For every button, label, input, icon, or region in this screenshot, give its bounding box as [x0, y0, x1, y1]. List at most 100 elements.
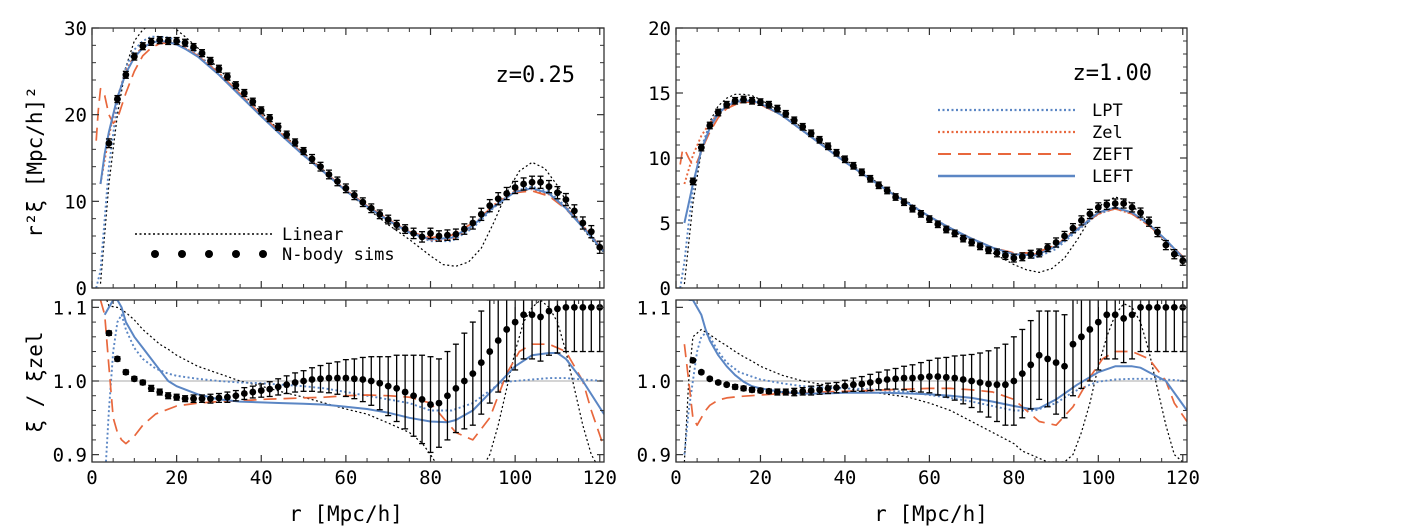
data-point — [799, 123, 807, 131]
data-point — [232, 392, 240, 400]
data-point — [1128, 204, 1136, 211]
data-point — [274, 383, 282, 391]
data-point — [545, 307, 553, 315]
data-point — [181, 39, 189, 47]
data-point — [1069, 340, 1077, 348]
data-point — [511, 184, 519, 191]
data-point — [934, 220, 942, 228]
data-point — [554, 305, 561, 313]
data-point — [401, 225, 409, 233]
data-point — [697, 368, 705, 376]
series-left-bottom-left — [103, 300, 604, 424]
data-point — [1120, 200, 1128, 207]
data-point — [215, 65, 223, 73]
data-point — [773, 388, 781, 396]
data-point — [858, 168, 866, 176]
data-point — [444, 231, 451, 239]
data-point — [308, 376, 316, 383]
series-linear-top-right — [683, 93, 1187, 285]
x-tick-label: 100 — [498, 467, 532, 489]
data-point — [773, 105, 781, 112]
data-point — [350, 191, 358, 199]
x-tick-label: 40 — [833, 467, 856, 489]
data-point — [511, 318, 519, 326]
data-point — [342, 184, 350, 192]
data-point — [909, 205, 916, 213]
data-point — [181, 395, 189, 403]
data-point — [494, 337, 502, 344]
legend-label: N-body sims — [282, 245, 395, 265]
data-point — [367, 377, 375, 385]
y-axis-title-bottom: ξ / ξzel — [23, 331, 47, 432]
y-tick-label: 0.9 — [637, 445, 671, 467]
series-linear-bottom-left — [106, 300, 597, 462]
data-point — [833, 149, 840, 157]
data-point — [528, 178, 536, 186]
data-point — [697, 144, 705, 152]
data-point — [427, 230, 434, 237]
data-point — [173, 37, 181, 45]
data-point — [477, 359, 485, 366]
data-point — [934, 373, 942, 380]
data-point — [113, 95, 121, 103]
data-point — [156, 388, 164, 396]
data-point — [1145, 218, 1153, 226]
series-left-top-left — [99, 40, 604, 253]
data-point — [1044, 244, 1052, 252]
data-point — [122, 368, 130, 376]
data-point — [1044, 355, 1052, 363]
x-tick-label: 20 — [165, 467, 188, 489]
data-point — [1027, 361, 1035, 369]
data-point — [570, 303, 578, 311]
data-point — [689, 178, 697, 185]
x-tick-label: 120 — [583, 467, 617, 489]
data-point — [790, 116, 798, 124]
data-point — [858, 380, 866, 388]
data-point — [435, 232, 443, 240]
data-point — [207, 395, 214, 403]
panel-bottom-right: 0 20 40 60 80 100 120 0.9 1.0 1.1 — [637, 297, 1200, 489]
data-point — [1002, 252, 1009, 259]
data-point — [807, 387, 815, 394]
series-n-body-sims-bottom-left — [105, 300, 604, 454]
data-point — [291, 379, 299, 386]
data-point — [1154, 303, 1161, 311]
axes-frame-top-left — [91, 27, 605, 289]
data-point — [917, 210, 925, 218]
x-tick-label: 60 — [918, 467, 941, 489]
data-point — [469, 370, 477, 378]
data-point — [418, 396, 426, 403]
data-point — [993, 381, 1001, 389]
data-point — [731, 383, 739, 391]
data-point — [892, 193, 900, 201]
data-point — [579, 219, 587, 227]
data-point — [545, 183, 553, 191]
data-point — [1170, 250, 1178, 258]
legend-swatch-point — [232, 250, 240, 258]
data-point — [689, 356, 697, 364]
data-point — [976, 243, 984, 250]
data-point — [207, 57, 214, 65]
panel-title-top-right: z=1.00 — [1073, 61, 1152, 86]
legend-swatch-point — [178, 250, 186, 258]
data-point — [799, 387, 807, 395]
data-point — [139, 42, 147, 50]
data-point — [587, 303, 595, 311]
data-point — [317, 375, 324, 383]
data-point — [968, 377, 976, 385]
data-point — [283, 131, 291, 139]
data-point — [1010, 377, 1018, 385]
data-point — [942, 373, 950, 381]
data-point — [883, 187, 891, 194]
data-point — [1069, 224, 1077, 232]
data-point — [1086, 210, 1094, 218]
x-tick-label: 0 — [670, 467, 681, 489]
x-tick-label: 120 — [1166, 467, 1200, 489]
data-point — [875, 181, 883, 189]
plot-area-bottom-right — [683, 300, 1187, 462]
data-point — [367, 204, 375, 212]
data-point — [486, 348, 494, 355]
data-point — [942, 226, 950, 233]
data-point — [1111, 311, 1119, 319]
